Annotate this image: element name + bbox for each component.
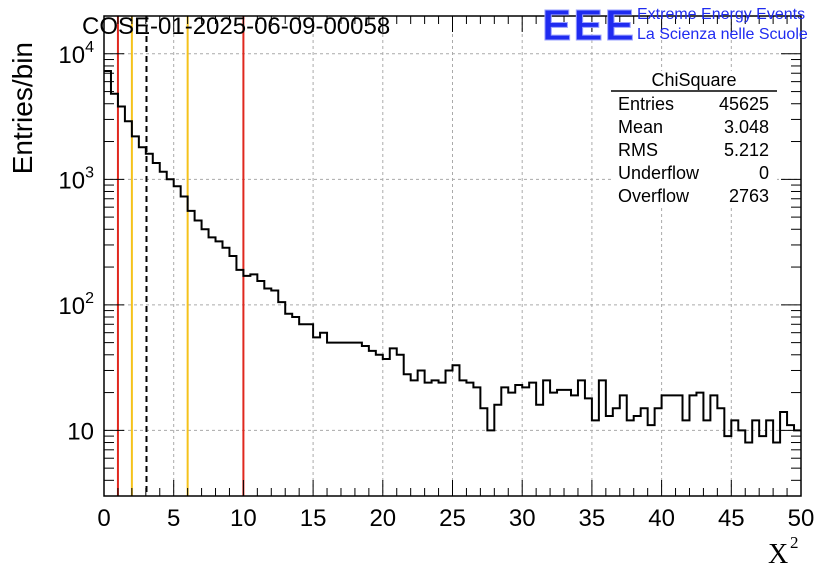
x-axis-label-superscript: 2 [790, 533, 799, 552]
y-tick-labels: 10 102 103 104 [58, 39, 94, 446]
stats-row-label: Underflow [618, 163, 700, 183]
stats-row-label: Entries [618, 94, 674, 114]
stats-row-value: 3.048 [724, 117, 769, 137]
eee-logo: EEE Extreme Energy Events La Scienza nel… [542, 1, 808, 51]
x-tick-label: 40 [648, 505, 675, 532]
y-axis-label: Entries/bin [7, 42, 38, 174]
chart-title: COSE-01-2025-06-09-00058 [82, 13, 390, 40]
x-tick-label: 5 [167, 505, 180, 532]
x-axis-label: X 2 [768, 533, 799, 570]
y-tick-label: 102 [58, 290, 94, 320]
stats-row-value: 5.212 [724, 140, 769, 160]
stats-row-label: Overflow [618, 186, 690, 206]
stats-title: ChiSquare [651, 70, 736, 90]
stats-box-background [611, 71, 777, 208]
stats-row-value: 2763 [729, 186, 769, 206]
histogram-series [104, 69, 801, 444]
x-tick-label: 20 [369, 505, 396, 532]
stats-row-value: 0 [759, 163, 769, 183]
x-tick-label: 25 [439, 505, 466, 532]
x-tick-label: 45 [718, 505, 745, 532]
x-tick-label: 35 [579, 505, 606, 532]
logo-line1: Extreme Energy Events [637, 6, 805, 23]
y-tick-label: 10 [67, 418, 94, 445]
x-tick-label: 50 [788, 505, 815, 532]
stats-box: ChiSquare Entries 45625 Mean 3.048 RMS 5.212 U… [611, 70, 777, 208]
y-tick-label: 103 [58, 164, 94, 194]
reference-lines [116, 16, 245, 496]
x-tick-label: 0 [97, 505, 110, 532]
x-axis-label-symbol: X [768, 539, 788, 570]
x-tick-label: 10 [230, 505, 257, 532]
stats-rows: Entries 45625 Mean 3.048 RMS 5.212 Underflow 0 O… [618, 94, 769, 206]
logo-line2: La Scienza nelle Scuole [637, 26, 808, 43]
y-tick-label: 104 [58, 39, 94, 69]
x-tick-label: 15 [300, 505, 327, 532]
axis-ticks [103, 15, 802, 497]
logo-eee: EEE [542, 1, 636, 50]
stats-row-value: 45625 [719, 94, 769, 114]
x-tick-labels: 0 5 10 15 20 25 30 35 40 45 50 [97, 505, 814, 532]
stats-row-label: Mean [618, 117, 663, 137]
x-tick-label: 30 [509, 505, 536, 532]
stats-row-label: RMS [618, 140, 658, 160]
